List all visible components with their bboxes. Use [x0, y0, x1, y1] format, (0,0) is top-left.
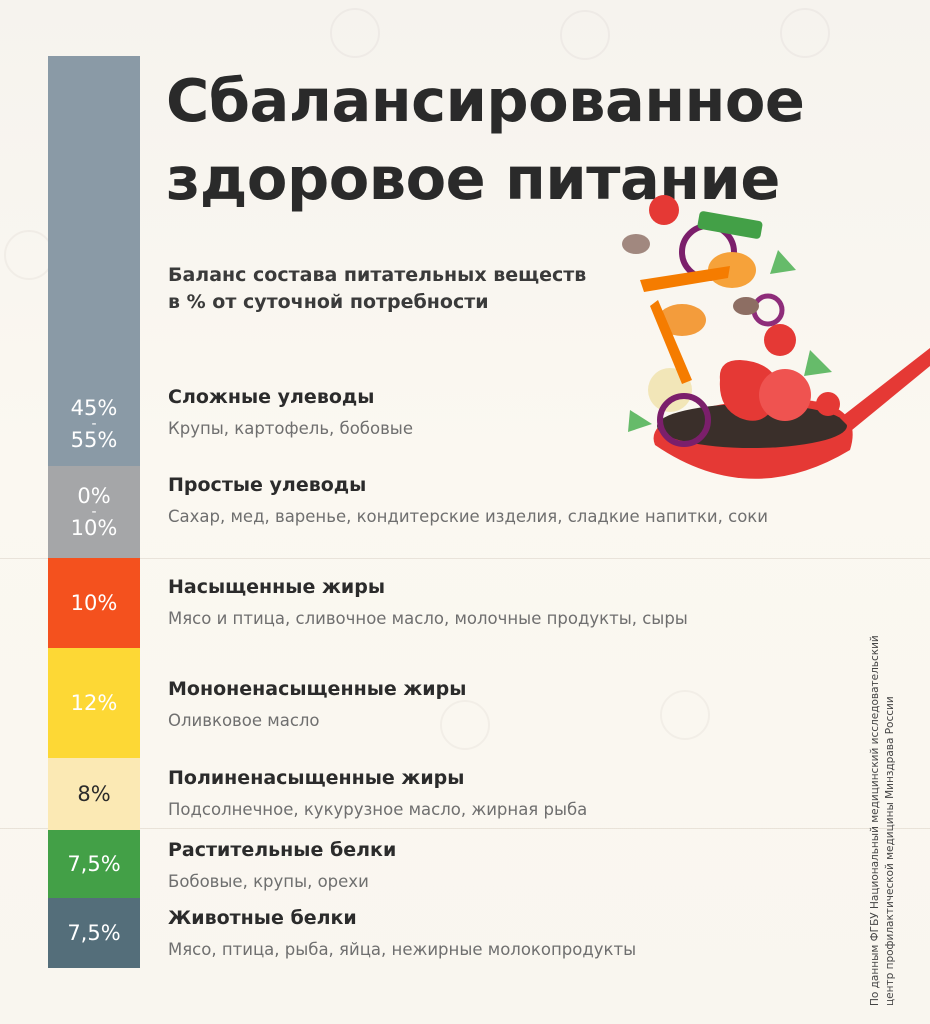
- bar-label-top: 45%: [70, 395, 118, 420]
- item-name: Сложные улеводы: [168, 386, 375, 408]
- range-dash: -: [91, 504, 97, 520]
- title-line-2: здоровое питание: [166, 144, 780, 213]
- subtitle-line-1: Баланс состава питательных веществ: [168, 264, 587, 286]
- item-description: Оливковое масло: [168, 711, 320, 730]
- item-description: Подсолнечное, кукурузное масло, жирная р…: [168, 800, 588, 819]
- background-pattern: [780, 8, 830, 58]
- list-item-saturated-fats: Насыщенные жиры Мясо и птица, сливочное …: [168, 574, 868, 632]
- item-name: Насыщенные жиры: [168, 576, 385, 598]
- list-item-complex-carbs: Сложные улеводы Крупы, картофель, бобовы…: [168, 384, 868, 442]
- background-pattern: [440, 700, 490, 750]
- stacked-bar: 45% -55% 0% -10% 10% 12% 8% 7,5% 7,5%: [48, 56, 140, 968]
- list-item-animal-protein: Животные белки Мясо, птица, рыба, яйца, …: [168, 905, 868, 963]
- bar-label: 8%: [77, 781, 111, 806]
- pan-with-vegetables-illustration: [622, 195, 930, 479]
- item-name: Простые улеводы: [168, 474, 367, 496]
- list-item-poly-fats: Полиненасыщенные жиры Подсолнечное, куку…: [168, 765, 868, 823]
- bar-label: 12%: [70, 690, 118, 715]
- item-description: Сахар, мед, варенье, кондитерские издели…: [168, 507, 768, 526]
- bar-segment: 45% -55%: [48, 56, 140, 466]
- list-item-plant-protein: Растительные белки Бобовые, крупы, орехи: [168, 837, 868, 895]
- bar-segment: 7,5%: [48, 898, 140, 968]
- bar-label: 7,5%: [67, 851, 121, 876]
- subtitle-line-2: в % от суточной потребности: [168, 291, 489, 313]
- bar-segment: 8%: [48, 758, 140, 830]
- source-line-2: центр профилактической медицины Минздрав…: [884, 696, 896, 1006]
- range-dash: -: [91, 415, 97, 432]
- background-pattern: [4, 230, 54, 280]
- item-description: Мясо, птица, рыба, яйца, нежирные молоко…: [168, 940, 637, 959]
- item-description: Мясо и птица, сливочное масло, молочные …: [168, 609, 688, 628]
- item-description: Крупы, картофель, бобовые: [168, 419, 413, 438]
- bar-label: 10%: [70, 590, 118, 615]
- page-title: Сбалансированное здоровое питание: [166, 62, 906, 218]
- bar-segment: 7,5%: [48, 830, 140, 898]
- bar-label-bottom: 10%: [70, 516, 118, 540]
- list-item-simple-carbs: Простые улеводы Сахар, мед, варенье, кон…: [168, 472, 868, 530]
- bar-label-bottom: 55%: [70, 427, 118, 452]
- background-pattern: [660, 690, 710, 740]
- bar-label: 0% -10%: [71, 484, 118, 540]
- item-name: Животные белки: [168, 907, 357, 929]
- background-pattern: [560, 10, 610, 60]
- item-name: Растительные белки: [168, 839, 397, 861]
- background-pattern: [330, 8, 380, 58]
- divider: [0, 558, 930, 559]
- bar-segment: 12%: [48, 648, 140, 758]
- source-line-1: По данным ФГБУ Национальный медицинский …: [869, 635, 881, 1006]
- item-name: Мононенасыщенные жиры: [168, 678, 467, 700]
- bar-segment: 0% -10%: [48, 466, 140, 558]
- source-note: По данным ФГБУ Национальный медицинский …: [868, 586, 898, 1006]
- subtitle: Баланс состава питательных веществ в % о…: [168, 262, 638, 316]
- item-name: Полиненасыщенные жиры: [168, 767, 465, 789]
- list-item-mono-fats: Мононенасыщенные жиры Оливковое масло: [168, 676, 868, 734]
- bar-label: 45% -55%: [71, 396, 118, 452]
- bar-label-top: 0%: [77, 483, 111, 508]
- bar-segment: 10%: [48, 558, 140, 648]
- title-line-1: Сбалансированное: [166, 66, 805, 135]
- bar-label: 7,5%: [67, 920, 121, 945]
- item-description: Бобовые, крупы, орехи: [168, 872, 369, 891]
- divider: [0, 828, 930, 829]
- vegetables-icon: [622, 195, 840, 447]
